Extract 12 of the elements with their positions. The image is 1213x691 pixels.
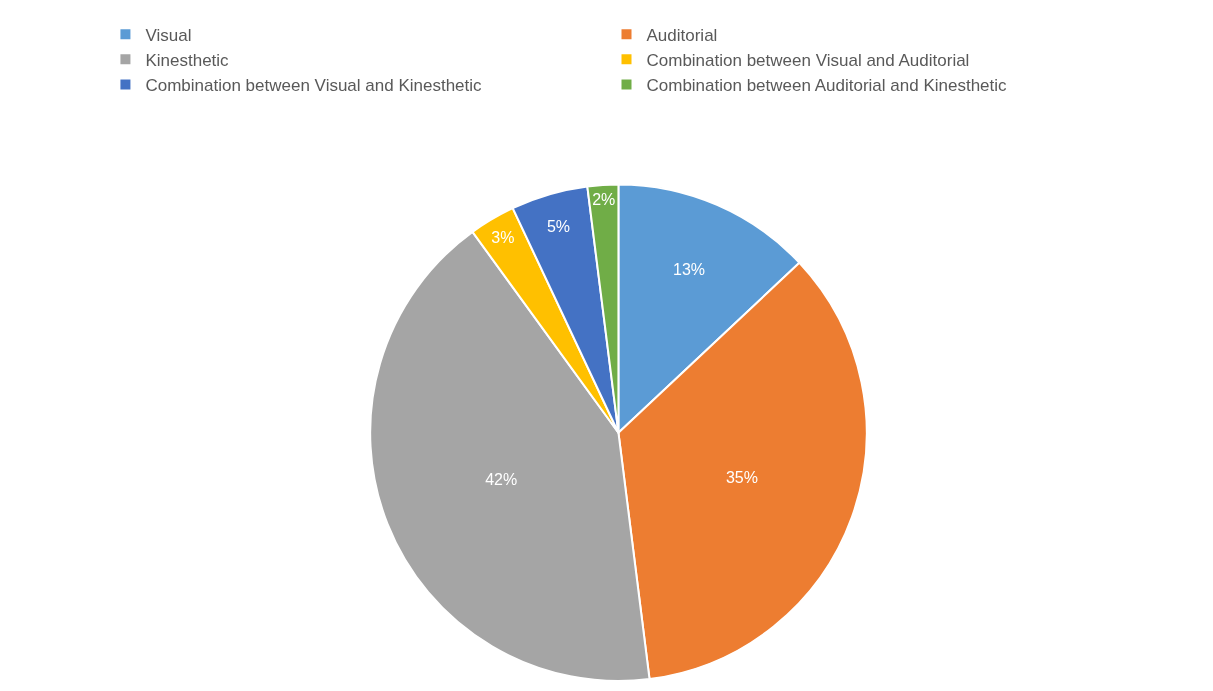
data-label: 42%: [485, 470, 518, 488]
legend-label: Visual: [145, 25, 192, 45]
legend-label: Auditorial: [646, 25, 718, 45]
legend-label: Combination between Visual and Auditorial: [646, 50, 970, 70]
data-label: 5%: [546, 218, 571, 236]
data-label: 2%: [592, 191, 616, 209]
legend-label: Kinesthetic: [145, 50, 230, 70]
data-label: 3%: [491, 228, 515, 246]
data-label: 13%: [672, 261, 706, 279]
legend-label: Combination between Visual and Kinesthetic: [145, 76, 483, 96]
legend-label: Combination between Auditorial and Kinesthetic: [646, 76, 1008, 96]
data-label: 35%: [725, 468, 758, 486]
